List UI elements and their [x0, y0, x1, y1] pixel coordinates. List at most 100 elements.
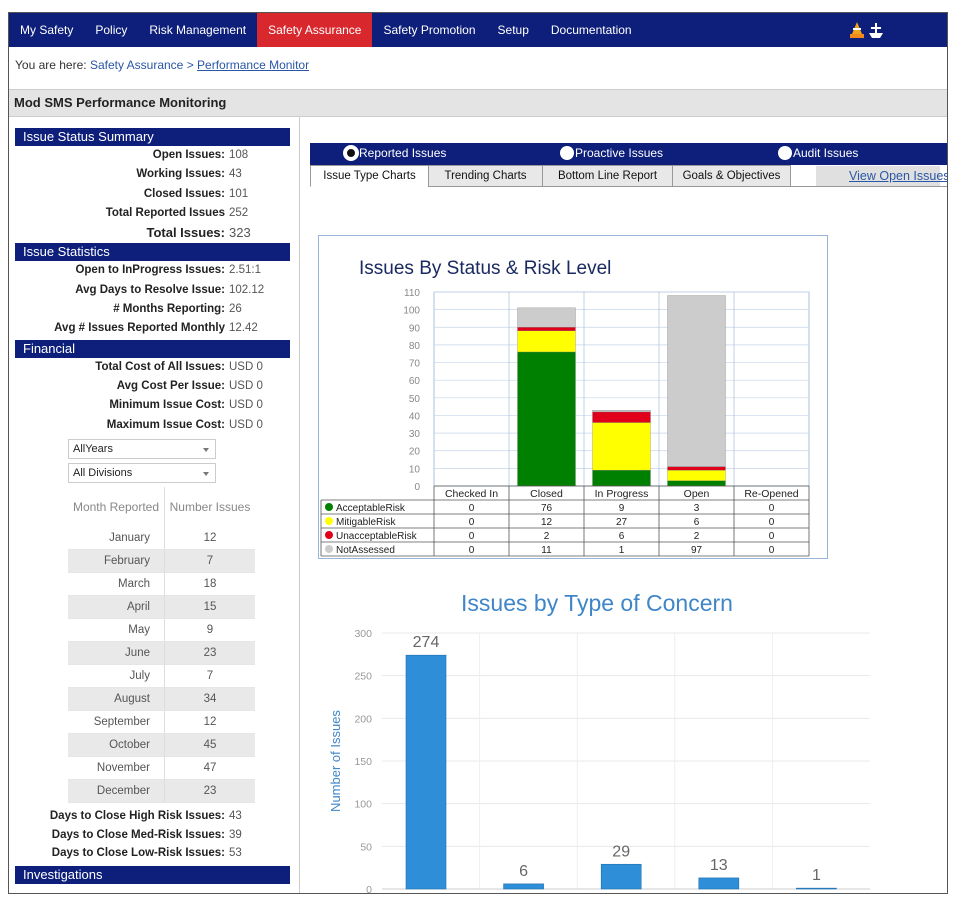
y-tick-label: 60 — [409, 376, 421, 387]
nav-safety-promotion[interactable]: Safety Promotion — [383, 23, 476, 37]
table-value: 97 — [691, 545, 703, 556]
stat-row: Working Issues: 43 — [15, 165, 290, 184]
x-tick-label: Environmental — [784, 893, 848, 894]
stacked-bar-segment — [592, 469, 651, 487]
days-label: Days to Close Med-Risk Issues: — [51, 828, 225, 841]
monthly-issues-table: Month Reported Number Issues January 12 Fe… — [68, 486, 255, 804]
bar — [405, 654, 447, 890]
breadcrumb-current[interactable]: Performance Monitor — [197, 58, 310, 72]
stat-row: Avg # Issues Reported Monthly 12.42 — [15, 319, 290, 338]
status-risk-chart: Issues By Status & Risk Level 0 10 20 30 40 50… — [318, 235, 828, 559]
table-row: April 15 — [68, 595, 255, 620]
count-cell: 7 — [164, 549, 255, 574]
tab-trending-charts[interactable]: Trending Charts — [428, 165, 543, 187]
investigations-header[interactable]: Investigations — [15, 865, 290, 884]
nav-my-safety[interactable]: My Safety — [20, 23, 74, 37]
month-header: Month Reported — [68, 486, 165, 527]
years-select[interactable]: AllYears — [68, 438, 216, 459]
data-label: 13 — [710, 857, 728, 874]
stat-value: USD 0 — [229, 418, 263, 431]
stacked-bar-segment — [667, 466, 726, 471]
count-cell: 23 — [164, 779, 255, 804]
tab-issue-type-charts[interactable]: Issue Type Charts — [310, 165, 429, 187]
stat-value: USD 0 — [229, 360, 263, 373]
stat-value: 12.42 — [229, 322, 258, 335]
ship-icon[interactable] — [868, 21, 884, 39]
stat-row: Maximum Issue Cost: USD 0 — [15, 416, 290, 435]
view-open-issues-link[interactable]: View Open Issues — [816, 166, 947, 186]
alert-cone-icon[interactable] — [849, 21, 865, 39]
month-cell: January — [68, 526, 165, 551]
table-value: 12 — [541, 517, 553, 528]
nav-documentation[interactable]: Documentation — [550, 23, 632, 37]
x-tick-label: Security — [506, 893, 542, 894]
stat-label: Open to InProgress Issues: — [75, 264, 225, 277]
radio-label: Proactive Issues — [575, 146, 664, 160]
y-tick-label: 0 — [366, 884, 372, 894]
stat-label: Open Issues: — [152, 149, 225, 161]
chart-title-box — [349, 248, 655, 282]
stacked-bar-segment — [592, 411, 651, 423]
count-cell: 34 — [164, 687, 255, 712]
count-cell: 15 — [164, 595, 255, 620]
month-cell: May — [68, 618, 165, 643]
stat-label: Total Issues: — [146, 225, 225, 241]
count-cell: 47 — [164, 756, 255, 781]
nav-policy[interactable]: Policy — [95, 23, 128, 37]
data-label: 29 — [612, 843, 630, 860]
table-row: January 12 — [68, 526, 255, 551]
data-label: 6 — [519, 863, 528, 880]
table-value: 11 — [541, 545, 552, 556]
status-risk-chart-svg: Issues By Status & Risk Level01020304050… — [320, 248, 810, 557]
x-tick-label: Safety — [412, 893, 440, 894]
table-row: February 7 — [68, 549, 255, 574]
days-row: Days to Close Low-Risk Issues: 53 — [15, 844, 290, 863]
stat-row: Open Issues: 108 — [15, 146, 290, 165]
tab-goals-objectives[interactable]: Goals & Objectives — [672, 165, 791, 187]
radio-proactive-issues[interactable]: Proactive Issues — [560, 146, 663, 160]
table-value: 9 — [619, 503, 625, 514]
count-header: Number Issues — [169, 499, 251, 514]
legend-marker — [325, 517, 333, 525]
table-row: October 45 — [68, 733, 255, 758]
count-cell: 12 — [164, 526, 255, 551]
stat-value: USD 0 — [229, 399, 263, 412]
stat-value: USD 0 — [229, 379, 263, 392]
nav-safety-assurance[interactable]: Safety Assurance — [257, 13, 373, 47]
stat-value: 43 — [229, 168, 242, 181]
breadcrumb-section[interactable]: Safety Assurance > — [89, 58, 194, 72]
table-value: 27 — [616, 517, 628, 528]
radio-audit-issues[interactable]: Audit Issues — [778, 146, 858, 160]
y-tick-label: 20 — [409, 447, 421, 458]
month-cell: July — [68, 664, 165, 689]
nav-risk-management[interactable]: Risk Management — [149, 23, 247, 37]
days-value: 43 — [229, 810, 242, 823]
nav-setup[interactable]: Setup — [497, 23, 529, 37]
stat-value: 252 — [229, 206, 249, 219]
years-select-value: AllYears — [73, 442, 113, 455]
stat-row: Closed Issues: 101 — [15, 185, 290, 204]
stat-value: 102.12 — [229, 283, 265, 296]
days-row: Days to Close Med-Risk Issues: 39 — [15, 826, 290, 845]
issue-source-radio-bar: Reported Issues Proactive Issues Audit I… — [310, 143, 947, 165]
top-nav: My Safety Policy Risk Management Safety … — [9, 13, 947, 47]
stat-label: Avg # Issues Reported Monthly — [54, 322, 225, 335]
legend-label: NotAssessed — [336, 545, 395, 556]
radio-reported-issues[interactable]: Reported Issues — [344, 146, 446, 160]
y-tick-label: 90 — [409, 323, 421, 334]
tab-bottom-line-report[interactable]: Bottom Line Report — [542, 165, 673, 187]
y-tick-label: 0 — [414, 482, 420, 493]
divisions-select[interactable]: All Divisions — [68, 462, 216, 483]
issue-statistics-header: Issue Statistics — [15, 243, 290, 262]
bar — [698, 877, 740, 890]
stat-label: Avg Days to Resolve Issue: — [75, 283, 225, 296]
count-cell: 45 — [164, 733, 255, 758]
stat-label: Total Reported Issues — [105, 206, 225, 219]
stat-row: Avg Days to Resolve Issue: 102.12 — [15, 281, 290, 300]
radio-label: Reported Issues — [359, 146, 447, 160]
stat-row: Total Reported Issues 252 — [15, 204, 290, 223]
y-tick-label: 110 — [404, 288, 420, 299]
stat-label: Working Issues: — [136, 168, 225, 181]
y-tick-label: 50 — [360, 841, 372, 853]
nav-icons — [849, 21, 884, 39]
